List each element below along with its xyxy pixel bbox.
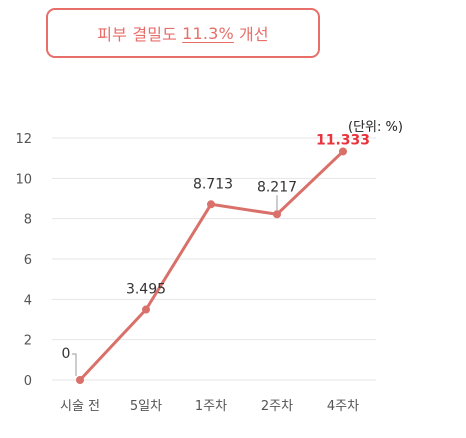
data-label: 3.495 — [126, 282, 166, 298]
y-tick-label: 6 — [24, 253, 32, 268]
x-tick-label: 5일차 — [130, 399, 162, 414]
y-tick-label: 4 — [24, 293, 32, 308]
data-point — [273, 210, 281, 219]
data-point — [339, 147, 347, 156]
y-tick-label: 2 — [24, 334, 32, 349]
x-tick-label: 2주차 — [261, 399, 293, 414]
headline-banner: 피부 결밀도 11.3% 개선 — [46, 8, 320, 58]
headline-value: 11.3% — [182, 23, 234, 43]
y-tick-label: 12 — [15, 132, 32, 147]
data-label: 0 — [62, 346, 71, 362]
y-tick-label: 10 — [15, 172, 32, 187]
label-leader-line — [72, 353, 77, 376]
y-tick-label: 8 — [24, 213, 32, 228]
data-point — [142, 305, 150, 314]
data-label: 11.333 — [316, 132, 370, 148]
headline-suffix: 개선 — [238, 25, 269, 44]
data-point — [207, 200, 215, 209]
headline-prefix: 피부 결밀도 — [97, 25, 178, 44]
data-point — [76, 376, 84, 384]
y-tick-label: 0 — [24, 374, 32, 389]
data-label: 8.713 — [193, 176, 233, 192]
x-tick-label: 1주차 — [195, 399, 227, 414]
unit-label: (단위: %) — [348, 120, 403, 135]
x-tick-label: 시술 전 — [60, 399, 100, 414]
data-label: 8.217 — [257, 179, 297, 195]
x-tick-label: 4주차 — [327, 399, 359, 414]
